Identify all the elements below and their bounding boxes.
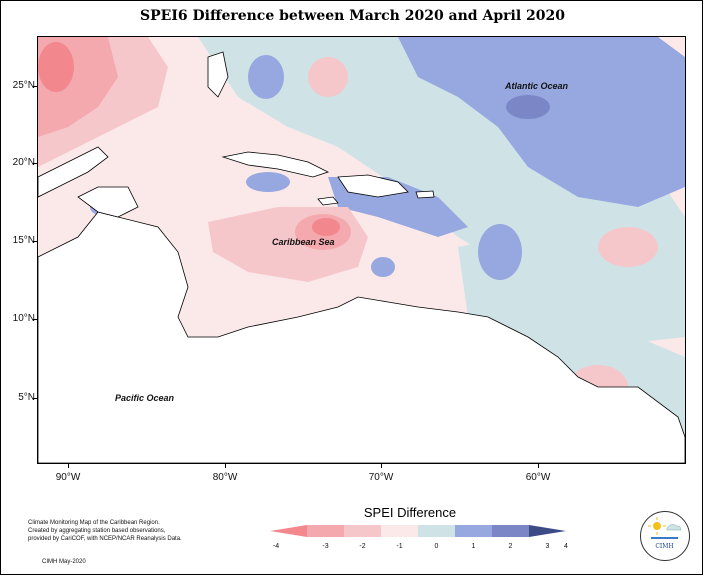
caribbean-sea-label: Caribbean Sea xyxy=(272,237,335,247)
positive-area-bahamas xyxy=(248,55,284,99)
credit-line: provided by CariCOF, with NCEP/NCAR Rean… xyxy=(28,536,182,542)
legend-swatch xyxy=(270,525,307,537)
strong-negative-gulf xyxy=(38,42,74,92)
positive-area-atlantic xyxy=(398,37,685,207)
lon-label: 80°W xyxy=(212,472,238,483)
florida-outline xyxy=(207,51,229,98)
lat-tick xyxy=(33,163,37,164)
legend-swatch xyxy=(455,525,492,537)
cimh-logo: CIMH xyxy=(640,511,690,561)
lat-tick xyxy=(33,241,37,242)
legend-swatch xyxy=(307,525,344,537)
lon-tick xyxy=(381,464,382,468)
legend-tick-label: 4 xyxy=(564,543,568,550)
lat-label: 25°N xyxy=(12,80,35,91)
lon-label: 70°W xyxy=(368,472,394,483)
atlantic-ocean-label: Atlantic Ocean xyxy=(505,81,569,91)
legend-tick-label: -4 xyxy=(273,543,279,550)
positive-area-antilles xyxy=(478,224,522,280)
strong-positive-atlantic xyxy=(506,95,550,119)
lat-tick xyxy=(33,398,37,399)
legend-tick-label: 3 xyxy=(546,543,550,550)
lat-label: 15°N xyxy=(12,235,35,246)
yucatan-outline xyxy=(77,186,139,218)
puerto-rico-outline xyxy=(415,190,435,199)
legend-tick-label: 1 xyxy=(472,543,476,550)
negative-area-bahamas xyxy=(308,57,348,97)
lat-tick xyxy=(33,86,37,87)
legend-swatch xyxy=(381,525,418,537)
strong-negative-caribbean xyxy=(312,218,340,236)
legend-swatch xyxy=(344,525,381,537)
lon-tick xyxy=(225,464,226,468)
lon-tick xyxy=(538,464,539,468)
cuba-outline xyxy=(221,151,330,178)
legend-tick-label: -2 xyxy=(359,543,365,550)
logo-emblem-icon xyxy=(648,517,682,539)
lon-tick xyxy=(68,464,69,468)
negative-area-east xyxy=(598,227,658,267)
lat-label: 20°N xyxy=(12,157,35,168)
mexico-coast-outline xyxy=(38,146,109,198)
positive-area-aruba xyxy=(371,257,395,277)
legend-tick-label: -1 xyxy=(396,543,402,550)
legend-tick-label: -3 xyxy=(322,543,328,550)
legend-tick-label: 0 xyxy=(435,543,439,550)
legend-swatch xyxy=(529,525,566,537)
credits-block: Climate Monitoring Map of the Caribbean … xyxy=(28,519,182,543)
map-panel: Atlantic Ocean Caribbean Sea Pacific Oce… xyxy=(37,36,686,464)
legend-tick-label: 2 xyxy=(509,543,513,550)
color-legend: -4 -3 -2 -1 0 1 2 3 4 xyxy=(270,525,568,550)
hispaniola-outline xyxy=(337,174,409,198)
legend-swatch xyxy=(492,525,529,537)
legend-swatch xyxy=(418,525,455,537)
map-canvas xyxy=(38,37,685,463)
positive-area-cuba xyxy=(246,172,290,192)
credit-line: Climate Monitoring Map of the Caribbean … xyxy=(28,520,160,526)
logo-text: CIMH xyxy=(655,543,674,550)
land-outlines xyxy=(38,51,685,463)
footer-source: CIMH May-2020 xyxy=(42,559,86,565)
lon-label: 60°W xyxy=(525,472,551,483)
legend-title: SPEI Difference xyxy=(363,505,457,520)
jamaica-outline xyxy=(317,196,339,206)
lat-label: 10°N xyxy=(12,313,35,324)
lat-tick xyxy=(33,319,37,320)
lon-label: 90°W xyxy=(55,472,81,483)
credit-line: Created by aggregating station based obs… xyxy=(28,528,166,534)
mainland-outline xyxy=(38,211,685,463)
pacific-ocean-label: Pacific Ocean xyxy=(115,393,175,403)
lat-label: 5°N xyxy=(18,392,35,403)
map-title: SPEI6 Difference between March 2020 and … xyxy=(140,8,565,24)
